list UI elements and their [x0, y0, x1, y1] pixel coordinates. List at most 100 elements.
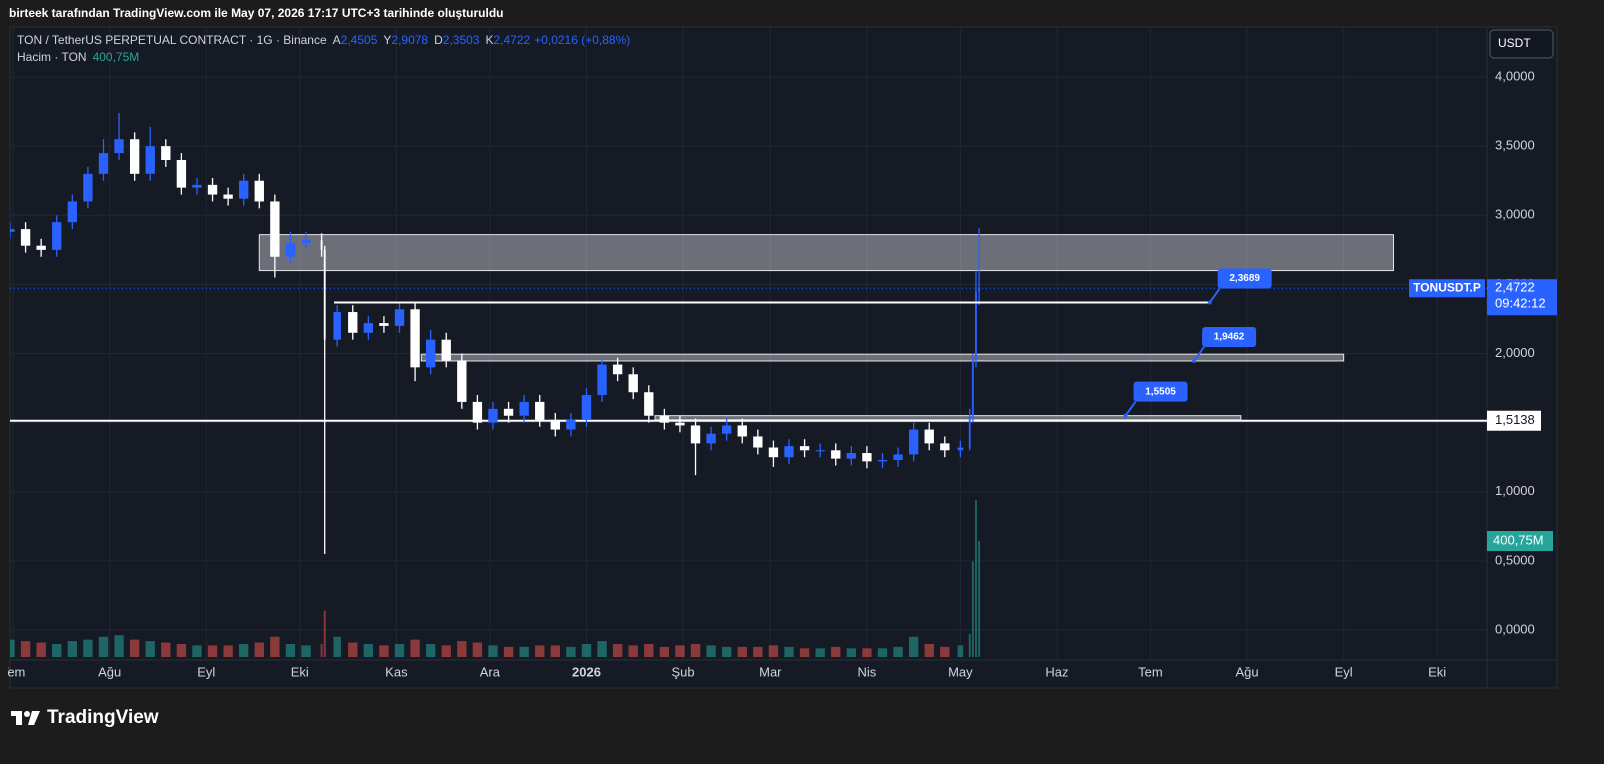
volume-bar: [20, 641, 31, 657]
candle-body: [581, 394, 592, 420]
y-tick-label: 0,5000: [1495, 552, 1535, 567]
y-tick-label: 1,0000: [1495, 483, 1535, 498]
volume-bar: [83, 639, 93, 657]
candle-body: [971, 360, 974, 416]
legend-line: TON / TetherUS PERPETUAL CONTRACT · 1G ·…: [17, 33, 630, 47]
volume-bar: [877, 648, 888, 657]
volume-bar: [644, 643, 654, 657]
x-tick-label: Eki: [291, 664, 309, 679]
volume-bar: [924, 643, 934, 657]
volume-bar: [161, 642, 171, 657]
volume-bar: [348, 642, 358, 657]
volume-bar: [270, 636, 280, 657]
candle-body: [333, 312, 341, 340]
volume-bar: [675, 645, 685, 657]
volume-bar: [690, 643, 701, 657]
volume-bar: [753, 646, 763, 657]
currency-button[interactable]: [1489, 29, 1554, 59]
countdown-label: 09:42:12: [1495, 296, 1546, 311]
candle-body: [98, 153, 109, 174]
candle-body: [239, 180, 249, 199]
y-tick-label: 2,0000: [1495, 345, 1535, 360]
volume-label: 400,75M: [1493, 532, 1544, 547]
volume-bar: [940, 646, 950, 657]
volume-bar: [145, 641, 155, 657]
callout-pointer: [1193, 346, 1205, 362]
x-tick-label: Tem: [1138, 664, 1163, 679]
y-tick-label: 4,0000: [1495, 68, 1535, 83]
candle-body: [799, 446, 810, 451]
candle-body: [535, 401, 545, 420]
candle-body: [784, 446, 794, 458]
volume-title: Hacim · TON: [17, 50, 87, 64]
legend-value: 2,4722: [493, 33, 530, 47]
volume-bar: [957, 645, 964, 657]
header-note: birteek tarafından TradingView.com ile M…: [9, 6, 503, 20]
candle-body: [975, 291, 977, 361]
volume-bar: [129, 639, 140, 657]
candle-body: [67, 201, 77, 223]
price-axis: 0,00000,50001,00001,50002,00002,50003,00…: [1409, 68, 1557, 636]
volume-bar: [784, 646, 794, 657]
last-price-label: 2,4722: [1495, 280, 1535, 295]
candle-body: [52, 222, 62, 250]
volume-bar: [978, 541, 981, 657]
time-axis: Tem Ağu Eyl Eki Kas Ara 2026 Şub Mar Nis May Haz Tem…: [1, 664, 1446, 679]
candle-body: [877, 459, 888, 462]
legend-change: +0,0216 (+0,88%): [534, 33, 630, 47]
x-tick-label: 2026: [572, 664, 601, 679]
x-tick-label: Tem: [1, 664, 26, 679]
legend-key: K: [485, 33, 493, 47]
candle-body: [846, 453, 857, 459]
x-tick-label: Ara: [480, 664, 501, 679]
candle-body: [457, 360, 467, 402]
volume-bar: [472, 642, 483, 657]
level-label: 1,5138: [1495, 412, 1535, 427]
candle-body: [706, 433, 716, 444]
x-tick-label: Eyl: [197, 664, 215, 679]
currency-label[interactable]: USDT: [1498, 36, 1531, 50]
volume-bar: [799, 648, 810, 657]
volume-bar: [815, 648, 825, 657]
candle-body: [566, 419, 576, 430]
volume-bar: [550, 645, 560, 657]
volume-bar: [301, 645, 311, 657]
candle-body: [83, 173, 93, 202]
legend: TON / TetherUS PERPETUAL CONTRACT · 1G ·…: [17, 33, 630, 64]
last-price-box: [1487, 279, 1557, 316]
volume-bar: [207, 645, 218, 657]
candle-body: [753, 436, 763, 448]
volume-bar: [628, 645, 638, 657]
plot-area: 2,3689 1,9462 1,5505: [10, 112, 1487, 657]
x-tick-label: Mar: [759, 664, 782, 679]
volume-bar: [831, 646, 841, 657]
candle-body: [815, 450, 825, 452]
callout-anchor: [1207, 300, 1212, 305]
candle-body: [675, 422, 685, 426]
callout-label: 1,5505: [1145, 386, 1176, 397]
candle-body: [612, 364, 623, 375]
volume-bar: [379, 645, 389, 657]
x-tick-label: Eki: [1428, 664, 1446, 679]
candle-body: [968, 415, 971, 448]
x-tick-label: May: [948, 664, 973, 679]
callout-anchor: [1192, 358, 1197, 363]
candle-body: [957, 447, 964, 451]
volume-bar: [737, 646, 747, 657]
volume-bar: [114, 635, 124, 657]
candle-body: [893, 454, 903, 460]
candle-body: [472, 401, 483, 423]
volume-bar: [846, 648, 857, 657]
volume-bar: [722, 646, 732, 657]
callout-label: 1,9462: [1214, 332, 1245, 343]
volume-bar: [323, 610, 326, 657]
volume-bar: [566, 646, 576, 657]
candle-body: [285, 242, 296, 257]
volume-bar: [457, 641, 467, 657]
x-tick-label: Şub: [671, 664, 694, 679]
volume-bar: [363, 643, 374, 657]
candle-body: [831, 450, 841, 459]
x-tick-label: Nis: [858, 664, 877, 679]
volume-bar: [410, 639, 420, 657]
logo-part: [24, 711, 30, 717]
